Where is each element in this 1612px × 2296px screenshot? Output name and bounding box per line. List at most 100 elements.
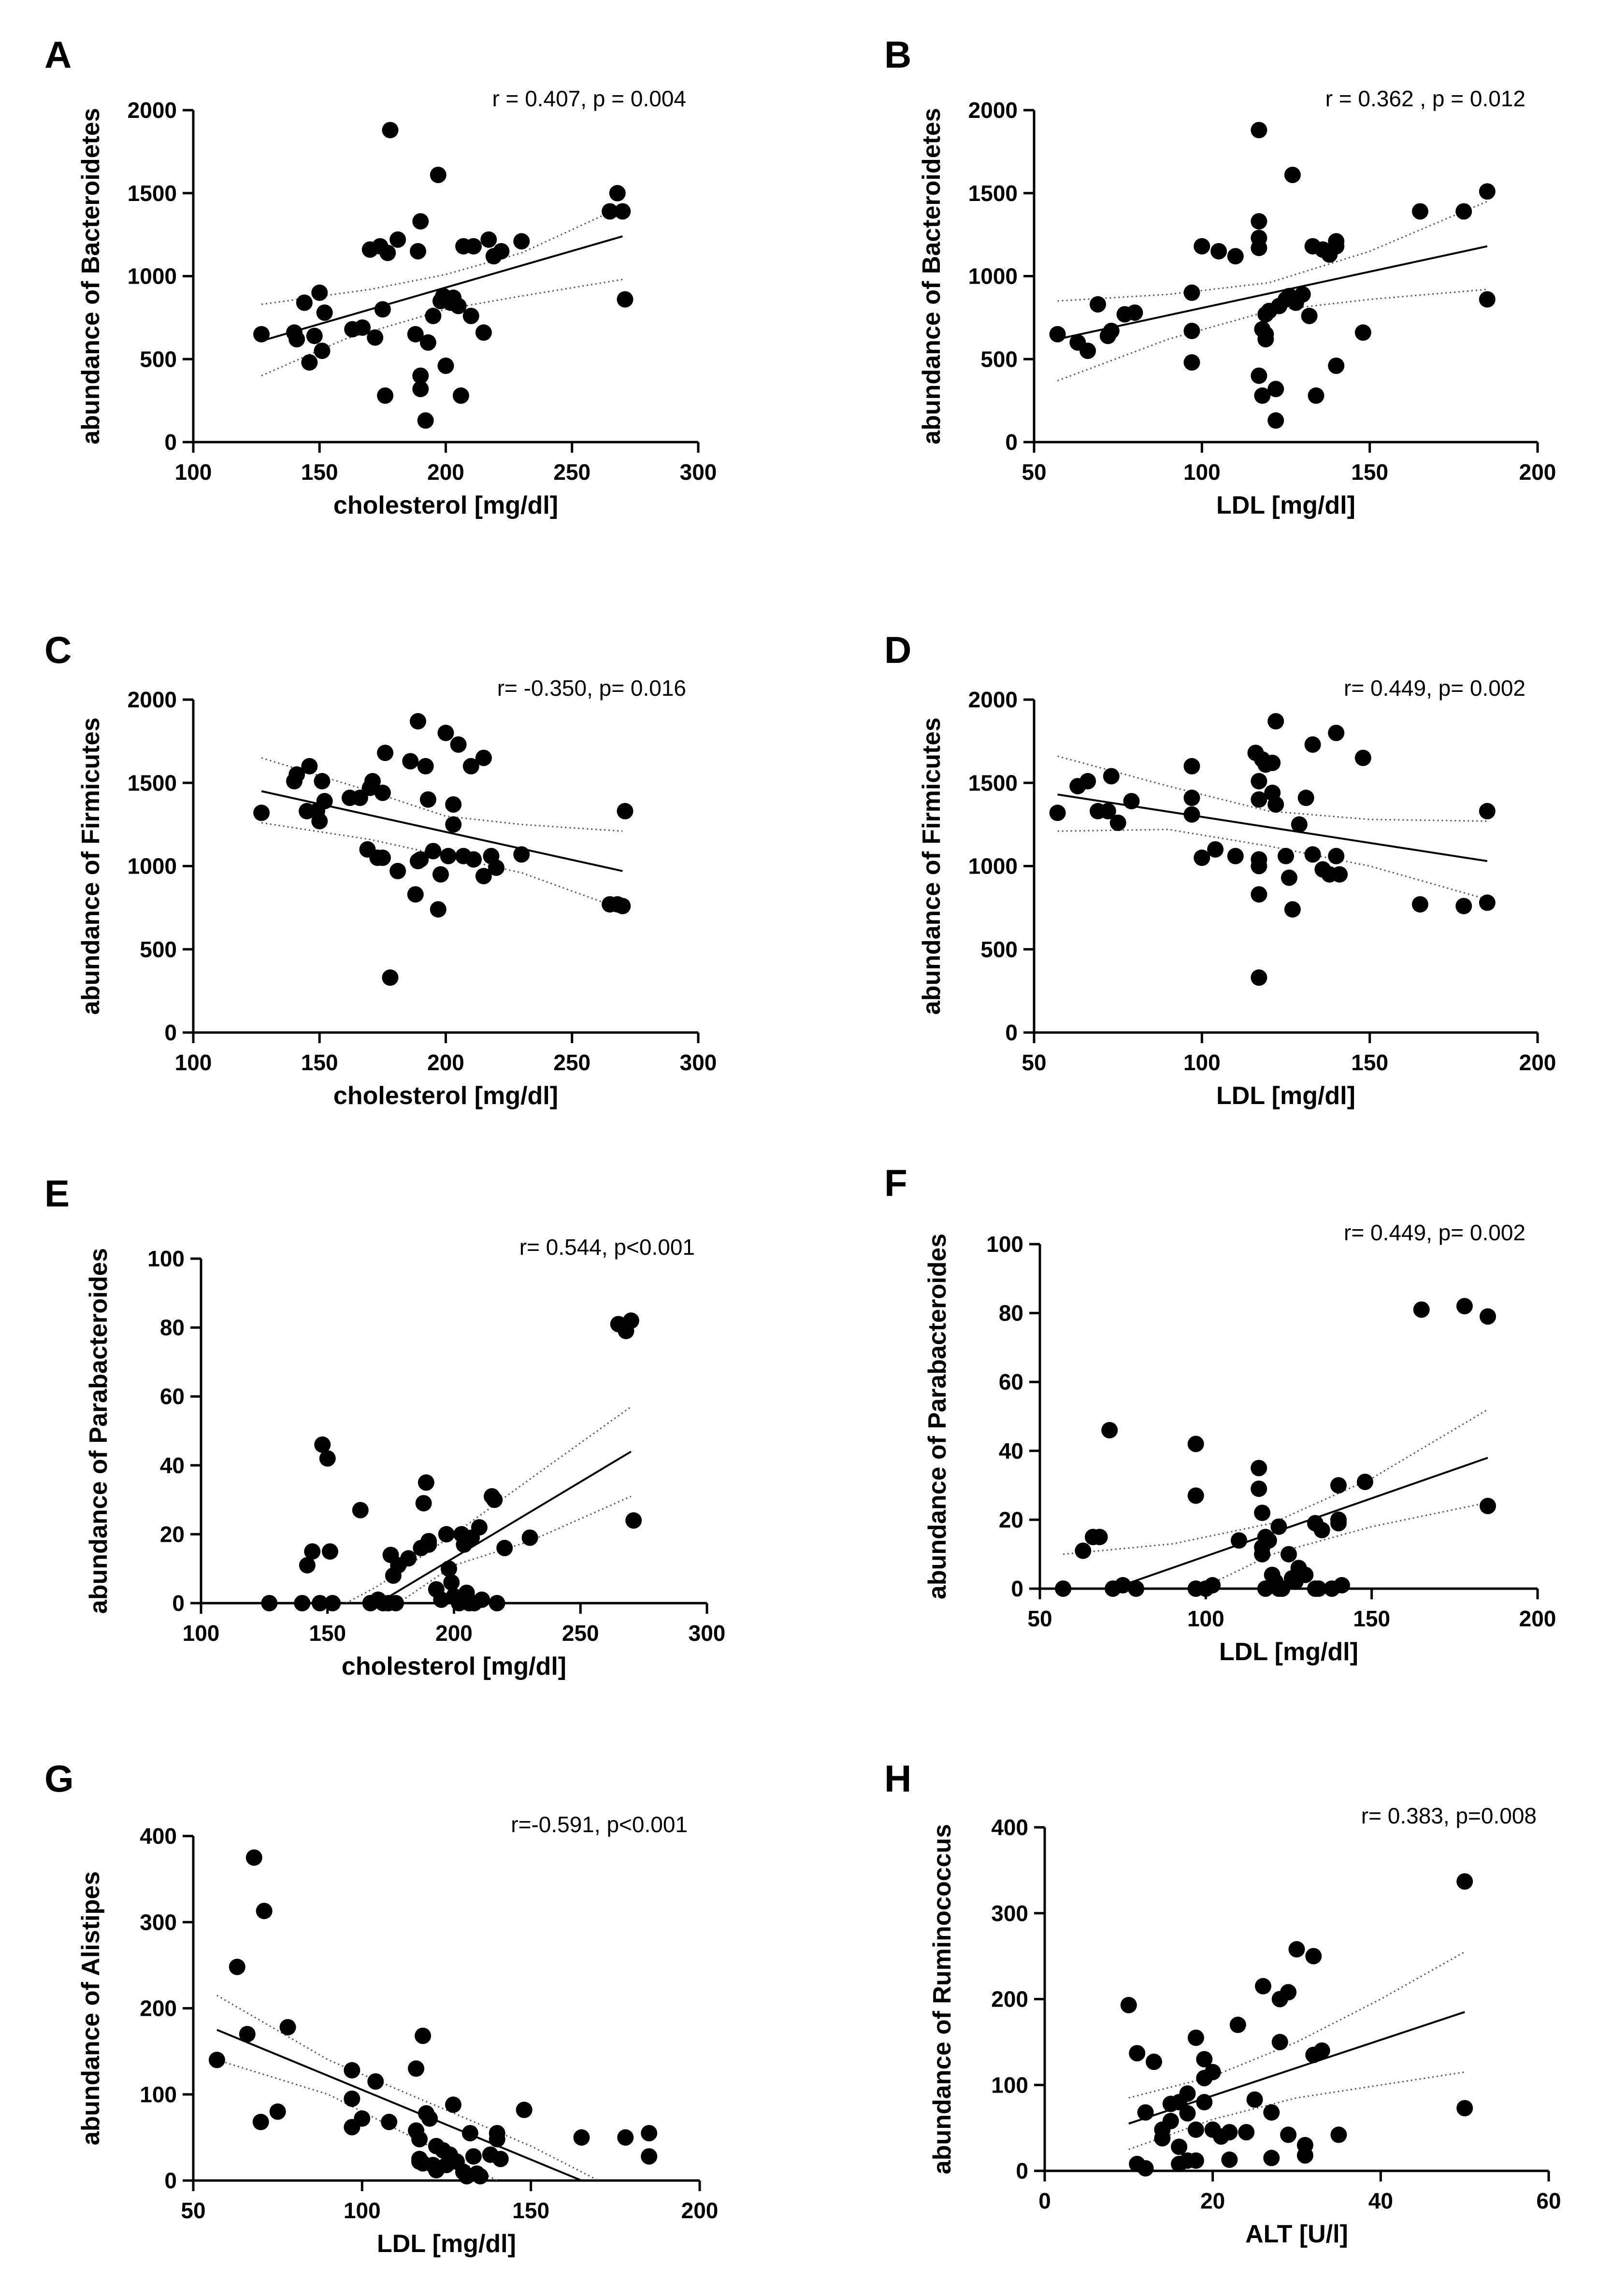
data-point	[1260, 1532, 1277, 1549]
y-tick-label: 300	[991, 1901, 1028, 1926]
regression-line	[1112, 1457, 1488, 1589]
data-point	[1267, 381, 1284, 398]
data-point	[622, 1312, 639, 1329]
data-point	[1079, 343, 1096, 359]
data-point	[314, 1436, 331, 1453]
stat-annotation: r= -0.350, p= 0.016	[497, 675, 686, 701]
data-point	[475, 324, 492, 341]
data-point	[1187, 2152, 1204, 2169]
data-point	[256, 1903, 273, 1920]
fit-lines	[1128, 1951, 1465, 2151]
stat-annotation: r=-0.591, p<0.001	[511, 1812, 688, 1837]
panel-letter: C	[44, 629, 72, 671]
y-tick-label: 60	[160, 1384, 185, 1409]
data-point	[1109, 814, 1126, 831]
y-tick-label: 500	[140, 346, 177, 372]
data-point	[521, 1529, 538, 1546]
data-point	[1194, 849, 1210, 866]
ci-upper-band	[1128, 1951, 1465, 2099]
data-point	[208, 2052, 225, 2068]
data-point	[1049, 804, 1066, 821]
y-tick-label: 200	[991, 1987, 1028, 2012]
data-point	[475, 868, 492, 885]
x-tick-label: 200	[435, 1621, 473, 1646]
data-point	[1075, 1542, 1092, 1559]
y-tick-label: 100	[140, 2082, 177, 2107]
x-axis-title: cholesterol [mg/dl]	[342, 1652, 566, 1680]
data-point	[1288, 1941, 1305, 1958]
data-point	[367, 2073, 384, 2090]
data-point	[1196, 2094, 1213, 2110]
panel-letter: A	[44, 33, 72, 76]
data-point	[1103, 322, 1120, 339]
data-point	[609, 185, 626, 201]
data-point	[1280, 1984, 1297, 2001]
y-axis-title: abundance of Parabacteroides	[85, 1248, 113, 1614]
data-point	[412, 213, 429, 230]
data-point	[1246, 2091, 1263, 2108]
data-point	[513, 846, 530, 863]
y-axis-title: abundance of Firmicutes	[918, 718, 946, 1015]
panel-a: Ar = 0.407, p = 0.004 0 500 1000 1500 2000 100…	[44, 33, 717, 519]
data-point	[420, 1533, 437, 1550]
data-point	[229, 1958, 245, 1975]
data-point	[304, 1543, 321, 1560]
data-point	[419, 334, 436, 351]
data-point	[389, 862, 406, 879]
y-tick-label: 20	[999, 1507, 1023, 1532]
data-point	[1354, 749, 1371, 766]
y-tick-label: 0	[1016, 2158, 1028, 2183]
y-tick-label: 0	[164, 430, 177, 455]
data-point	[1183, 322, 1200, 339]
data-point	[438, 1526, 455, 1543]
data-point	[352, 1502, 369, 1519]
data-point	[1187, 1435, 1204, 1452]
data-point	[306, 328, 323, 344]
data-point	[489, 2131, 505, 2148]
data-point	[1296, 2137, 1313, 2153]
y-tick-label: 2000	[968, 98, 1018, 123]
ci-upper-band	[1063, 1408, 1488, 1555]
data-point	[1194, 238, 1210, 255]
data-point	[465, 2148, 482, 2165]
x-axis-title: ALT [U/l]	[1245, 2220, 1348, 2248]
data-point	[430, 901, 446, 918]
data-point	[1099, 803, 1116, 819]
data-point	[1171, 2138, 1188, 2155]
data-point	[319, 1450, 336, 1467]
data-point	[513, 233, 530, 250]
data-point	[316, 304, 333, 321]
data-point	[1227, 847, 1244, 864]
stat-annotation: r= 0.449, p= 0.002	[1344, 1220, 1526, 1245]
data-point	[351, 789, 368, 806]
data-point	[1137, 2160, 1154, 2177]
data-point	[381, 2113, 398, 2130]
data-point	[474, 1591, 490, 1608]
data-point	[1297, 1566, 1314, 1583]
data-point	[1263, 2104, 1280, 2121]
x-tick-label: 100	[1183, 459, 1221, 485]
ci-lower-band	[1057, 829, 1488, 900]
data-point	[1183, 354, 1200, 371]
data-point	[462, 307, 479, 324]
data-point	[496, 1539, 513, 1556]
data-point	[1455, 898, 1472, 915]
data-point	[389, 231, 406, 248]
data-point	[492, 2151, 509, 2167]
data-point	[1187, 2029, 1204, 2046]
data-point	[1254, 1546, 1271, 1563]
data-point	[1284, 901, 1301, 918]
data-point	[437, 358, 454, 374]
y-tick-label: 20	[160, 1521, 185, 1547]
data-point	[625, 1512, 642, 1529]
y-tick-label: 80	[999, 1301, 1023, 1326]
data-point	[1207, 841, 1224, 858]
y-tick-label: 1000	[128, 854, 177, 879]
regression-line	[1057, 245, 1488, 340]
stat-annotation: r= 0.449, p= 0.002	[1344, 675, 1526, 701]
y-tick-label: 100	[147, 1246, 185, 1271]
fit-lines	[345, 1406, 632, 1603]
data-point	[1154, 2130, 1171, 2147]
data-point	[445, 796, 462, 813]
y-axis-title: abundance of Alistipes	[77, 1871, 105, 2145]
